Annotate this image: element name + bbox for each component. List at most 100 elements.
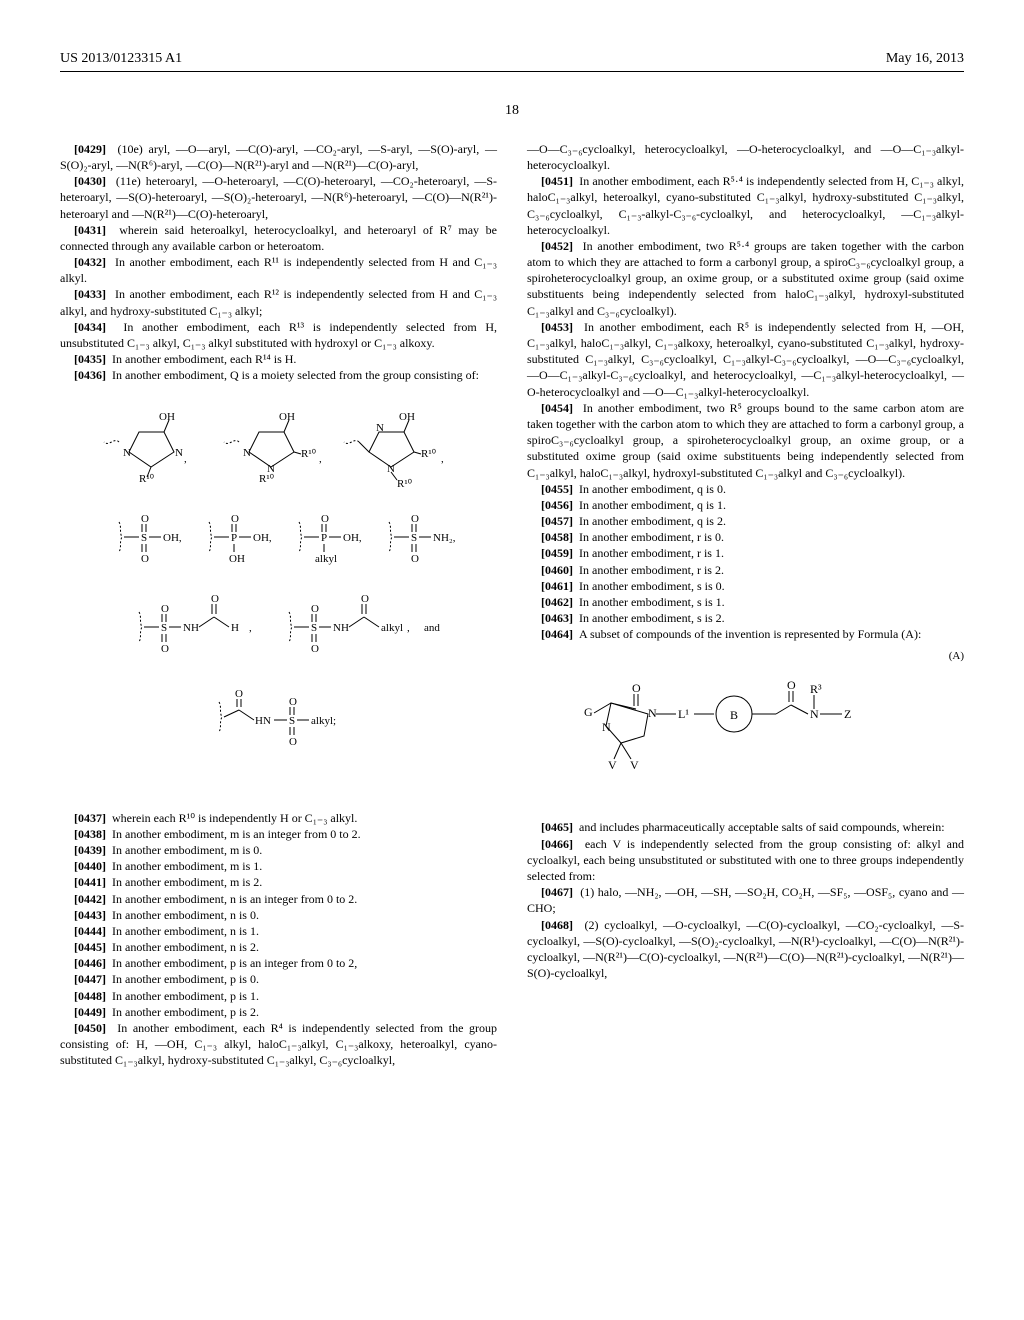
right-column: —O—C₃₋₆cycloalkyl, heterocycloalkyl, —O-… bbox=[527, 141, 964, 1069]
svg-text:O: O bbox=[311, 603, 319, 615]
para-0436: [0436] In another embodiment, Q is a moi… bbox=[60, 367, 497, 383]
svg-text:OH,: OH, bbox=[343, 532, 362, 544]
svg-text:O: O bbox=[321, 513, 329, 525]
svg-text:O: O bbox=[141, 553, 149, 565]
svg-text:B: B bbox=[730, 708, 738, 722]
para-0456: [0456] In another embodiment, q is 1. bbox=[527, 497, 964, 513]
para-0459: [0459] In another embodiment, r is 1. bbox=[527, 545, 964, 561]
svg-text:N: N bbox=[648, 706, 657, 720]
svg-text:O: O bbox=[141, 513, 149, 525]
content-columns: [0429] (10e) aryl, —O—aryl, —C(O)-aryl, … bbox=[60, 141, 964, 1069]
svg-text:and: and bbox=[424, 622, 440, 634]
para-0437: [0437] wherein each R¹⁰ is independently… bbox=[60, 810, 497, 826]
para-0455: [0455] In another embodiment, q is 0. bbox=[527, 481, 964, 497]
left-column: [0429] (10e) aryl, —O—aryl, —C(O)-aryl, … bbox=[60, 141, 497, 1069]
svg-text:R¹⁰: R¹⁰ bbox=[139, 473, 155, 485]
para-0468: [0468] (2) cycloalkyl, —O-cycloalkyl, —C… bbox=[527, 917, 964, 982]
svg-text:OH: OH bbox=[399, 411, 415, 423]
svg-text:,: , bbox=[184, 453, 187, 465]
svg-text:R¹⁰: R¹⁰ bbox=[421, 448, 437, 460]
svg-text:OH,: OH, bbox=[253, 532, 272, 544]
para-0450: [0450] In another embodiment, each R⁴ is… bbox=[60, 1020, 497, 1069]
para-0442: [0442] In another embodiment, n is an in… bbox=[60, 891, 497, 907]
para-0463: [0463] In another embodiment, s is 2. bbox=[527, 610, 964, 626]
svg-text:O: O bbox=[161, 643, 169, 655]
svg-text:alkyl;: alkyl; bbox=[311, 715, 336, 727]
svg-text:V: V bbox=[630, 758, 639, 772]
svg-text:S: S bbox=[311, 622, 317, 634]
para-0449: [0449] In another embodiment, p is 2. bbox=[60, 1004, 497, 1020]
svg-text:NH: NH bbox=[183, 622, 199, 634]
para-0461: [0461] In another embodiment, s is 0. bbox=[527, 578, 964, 594]
svg-text:O: O bbox=[361, 593, 369, 605]
para-0432: [0432] In another embodiment, each R¹¹ i… bbox=[60, 254, 497, 286]
svg-text:N: N bbox=[810, 707, 819, 721]
svg-text:L¹: L¹ bbox=[678, 707, 689, 721]
svg-text:P: P bbox=[321, 532, 327, 544]
svg-text:O: O bbox=[411, 513, 419, 525]
para-0438: [0438] In another embodiment, m is an in… bbox=[60, 826, 497, 842]
svg-text:O: O bbox=[411, 553, 419, 565]
para-0452: [0452] In another embodiment, two R⁵·⁴ g… bbox=[527, 238, 964, 319]
chem-structures-q: N N OH R¹⁰ , N N OH R¹⁰ bbox=[89, 402, 469, 792]
page-header: US 2013/0123315 A1 May 16, 2013 bbox=[60, 50, 964, 72]
svg-text:OH: OH bbox=[159, 411, 175, 423]
para-0453: [0453] In another embodiment, each R⁵ is… bbox=[527, 319, 964, 400]
svg-text:N: N bbox=[602, 720, 611, 734]
para-0433: [0433] In another embodiment, each R¹² i… bbox=[60, 286, 497, 318]
para-0434: [0434] In another embodiment, each R¹³ i… bbox=[60, 319, 497, 351]
svg-text:O: O bbox=[211, 593, 219, 605]
para-0466: [0466] each V is independently selected … bbox=[527, 836, 964, 885]
svg-text:H: H bbox=[231, 622, 239, 634]
para-0457: [0457] In another embodiment, q is 2. bbox=[527, 513, 964, 529]
svg-text:OH: OH bbox=[229, 553, 245, 565]
svg-text:V: V bbox=[608, 758, 617, 772]
formula-a-label: (A) bbox=[527, 649, 964, 664]
svg-text:,: , bbox=[441, 453, 444, 465]
svg-text:HN: HN bbox=[255, 715, 271, 727]
para-0451: [0451] In another embodiment, each R⁵·⁴ … bbox=[527, 173, 964, 238]
svg-text:O: O bbox=[235, 688, 243, 700]
svg-text:,: , bbox=[407, 622, 410, 634]
para-0462: [0462] In another embodiment, s is 1. bbox=[527, 594, 964, 610]
para-0439: [0439] In another embodiment, m is 0. bbox=[60, 842, 497, 858]
para-0430: [0430] (11e) heteroaryl, —O-heteroaryl, … bbox=[60, 173, 497, 222]
svg-text:O: O bbox=[289, 696, 297, 708]
para-0445: [0445] In another embodiment, n is 2. bbox=[60, 939, 497, 955]
para-0447: [0447] In another embodiment, p is 0. bbox=[60, 971, 497, 987]
para-0458: [0458] In another embodiment, r is 0. bbox=[527, 529, 964, 545]
para-0443: [0443] In another embodiment, n is 0. bbox=[60, 907, 497, 923]
para-0464: [0464] A subset of compounds of the inve… bbox=[527, 626, 964, 642]
svg-text:S: S bbox=[141, 532, 147, 544]
svg-text:O: O bbox=[231, 513, 239, 525]
svg-text:R¹⁰: R¹⁰ bbox=[397, 478, 413, 490]
svg-text:O: O bbox=[311, 643, 319, 655]
svg-text:,: , bbox=[249, 622, 252, 634]
svg-text:P: P bbox=[231, 532, 237, 544]
svg-text:NH: NH bbox=[333, 622, 349, 634]
svg-text:S: S bbox=[289, 715, 295, 727]
svg-text:N: N bbox=[376, 422, 384, 434]
para-0446: [0446] In another embodiment, p is an in… bbox=[60, 955, 497, 971]
para-0460: [0460] In another embodiment, r is 2. bbox=[527, 562, 964, 578]
svg-text:R¹⁰: R¹⁰ bbox=[301, 448, 317, 460]
para-0444: [0444] In another embodiment, n is 1. bbox=[60, 923, 497, 939]
svg-text:R¹⁰: R¹⁰ bbox=[259, 473, 275, 485]
svg-text:N: N bbox=[175, 447, 183, 459]
para-0454: [0454] In another embodiment, two R⁵ gro… bbox=[527, 400, 964, 481]
para-0441: [0441] In another embodiment, m is 2. bbox=[60, 874, 497, 890]
svg-text:N: N bbox=[123, 447, 131, 459]
svg-text:OH,: OH, bbox=[163, 532, 182, 544]
svg-text:NH₂,: NH₂, bbox=[433, 532, 456, 544]
svg-text:S: S bbox=[161, 622, 167, 634]
svg-text:N: N bbox=[243, 447, 251, 459]
svg-text:,: , bbox=[319, 453, 322, 465]
para-0448: [0448] In another embodiment, p is 1. bbox=[60, 988, 497, 1004]
para-0465: [0465] and includes pharmaceutically acc… bbox=[527, 819, 964, 835]
svg-text:OH: OH bbox=[279, 411, 295, 423]
svg-text:O: O bbox=[632, 681, 641, 695]
svg-text:N: N bbox=[387, 463, 395, 475]
svg-text:alkyl: alkyl bbox=[315, 553, 337, 565]
svg-text:O: O bbox=[161, 603, 169, 615]
svg-text:G: G bbox=[584, 705, 593, 719]
